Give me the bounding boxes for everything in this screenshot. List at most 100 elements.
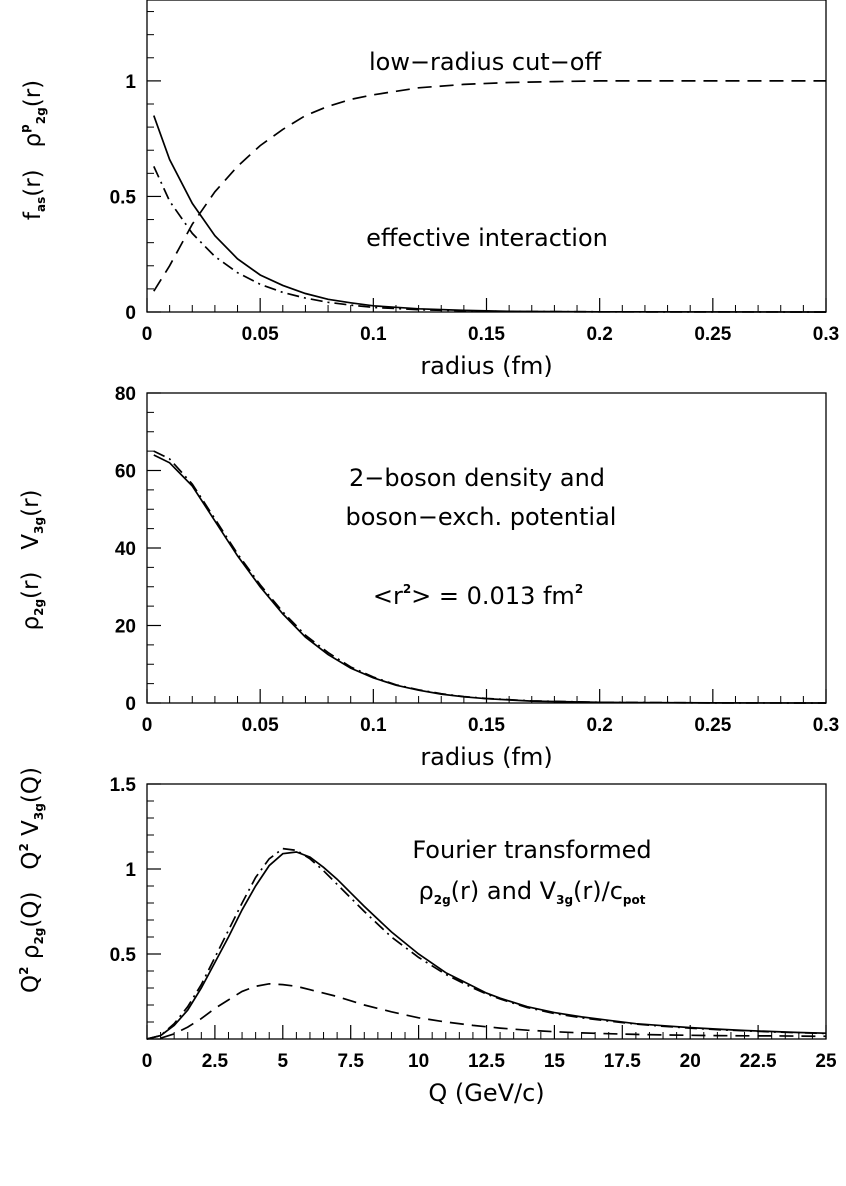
- series-solid-line: [153, 115, 827, 313]
- ylabel-left-arg: (Q): [18, 892, 44, 928]
- ylabel-left-symbol: ρ: [18, 945, 44, 960]
- space: [18, 870, 44, 892]
- x-tick-label: 2.5: [202, 1051, 229, 1072]
- y-tick-label: 0: [125, 694, 136, 715]
- ylabel-left-prefix-sup: 2: [17, 966, 31, 974]
- x-tick-label: 0: [142, 715, 153, 736]
- x-axis-title: radius (fm): [420, 352, 552, 380]
- x-tick-label: 0.05: [242, 324, 279, 345]
- x-tick-label: 7.5: [337, 1051, 364, 1072]
- y-tick-label: 1: [125, 72, 136, 93]
- y-axis-title: Q2 ρ2g(Q) Q2 V3g(Q): [17, 767, 46, 993]
- rms-sup-1: 2: [403, 582, 411, 596]
- ylabel-left-prefix: Q: [18, 975, 44, 993]
- ylabel-right-symbol: V: [18, 534, 44, 550]
- ylabel-right-symbol: ρ: [20, 133, 46, 148]
- x-tick-label: 0.2: [586, 324, 612, 345]
- y-tick-label: 1.5: [110, 775, 137, 796]
- space: [18, 550, 44, 572]
- ylabel-right-sub: 3g: [32, 517, 46, 534]
- panel-3: 0 2.5 5 7.5 10 12.5 15 17.5 20 22.5 25 0.5 1 1.5 Q (Ge…: [110, 775, 837, 1107]
- x-tick-label: 0.15: [468, 715, 505, 736]
- panel-2: 0 0.05 0.1 0.15 0.2 0.25 0.3 0 20 40 60 80 radius (f…: [115, 384, 839, 771]
- ft-rho-sub: 2g: [434, 893, 451, 907]
- x-axis-title: radius (fm): [420, 743, 552, 771]
- y-tick-label: 20: [115, 617, 136, 638]
- x-tick-label: 15: [544, 1051, 566, 1072]
- y-tick-label: 0: [125, 303, 136, 324]
- ylabel-left-arg: (r): [20, 169, 46, 196]
- x-tick-label: 0.25: [694, 324, 731, 345]
- ylabel-left-sub: as: [34, 197, 48, 212]
- x-tick-label: 17.5: [604, 1051, 641, 1072]
- ylabel-right-sub: 2g: [34, 107, 48, 124]
- y-tick-label: 0.5: [110, 187, 137, 208]
- series-dashed-line: [153, 80, 826, 292]
- ylabel-right-arg: (Q): [18, 767, 44, 803]
- annotation-cutoff: low−radius cut−off: [369, 48, 602, 76]
- x-tick-label: 20: [680, 1051, 701, 1072]
- y-axis-title: ρ2g(r) V3g(r): [18, 490, 46, 631]
- rms-middle: > = 0.013 fm: [411, 582, 575, 610]
- annotation-density-line2: boson−exch. potential: [346, 503, 617, 531]
- series-dashed-line: [160, 982, 827, 1040]
- x-tick-label: 0.15: [468, 324, 505, 345]
- ylabel-right-prefix-sup: 2: [17, 843, 31, 851]
- x-tick-label: 0: [142, 1051, 153, 1072]
- x-tick-label: 12.5: [468, 1051, 505, 1072]
- plot-frame: [146, 392, 827, 704]
- x-tick-label: 0.3: [813, 324, 839, 345]
- annotation-fourier-line1: Fourier transformed: [412, 836, 651, 864]
- series-dashdot-line: [146, 847, 827, 1040]
- annotation-rms-radius: <r2> = 0.013 fm2: [373, 582, 583, 610]
- ft-cpot: (r)/c: [573, 877, 623, 905]
- space: [20, 147, 46, 169]
- series-dashdot-line: [153, 450, 827, 704]
- y-tick-label: 0.5: [110, 945, 137, 966]
- y-tick-label: 1: [125, 860, 136, 881]
- y-axis-title: fas(r) ρp2g(r): [18, 80, 48, 220]
- x-tick-label: 0.25: [694, 715, 731, 736]
- ylabel-right-sub: 3g: [32, 803, 46, 820]
- x-tick-label: 0.2: [586, 715, 612, 736]
- space: [18, 836, 44, 843]
- x-tick-label: 22.5: [740, 1051, 777, 1072]
- y-tick-label: 60: [115, 462, 136, 483]
- series-dashdot-line: [153, 166, 827, 313]
- ylabel-right-arg: (r): [18, 490, 44, 517]
- ylabel-left-symbol: ρ: [18, 616, 44, 631]
- x-axis-title: Q (GeV/c): [428, 1079, 544, 1107]
- x-tick-label: 0.3: [813, 715, 839, 736]
- rms-sup-2: 2: [575, 582, 583, 596]
- ft-v-sub: 3g: [556, 893, 573, 907]
- ylabel-left-sub: 2g: [32, 928, 46, 945]
- x-tick-label: 0: [142, 324, 153, 345]
- ylabel-left-sub: 2g: [32, 599, 46, 616]
- y-tick-label: 40: [115, 539, 136, 560]
- x-tick-label: 25: [815, 1051, 837, 1072]
- annotation-density-line1: 2−boson density and: [349, 464, 605, 492]
- ylabel-right-symbol: V: [18, 820, 44, 836]
- series-solid-line: [153, 454, 827, 704]
- x-tick-label: 0.1: [360, 324, 387, 345]
- x-tick-label: 0.1: [360, 715, 387, 736]
- x-tick-label: 5: [278, 1051, 289, 1072]
- ft-rho: ρ: [418, 877, 433, 905]
- ft-cpot-sub: pot: [623, 893, 646, 907]
- rms-left: <r: [373, 582, 403, 610]
- ylabel-right-prefix: Q: [18, 851, 44, 869]
- y-tick-label: 80: [115, 384, 136, 405]
- ylabel-left-symbol: f: [20, 211, 46, 220]
- annotation-fourier-line2: ρ2g(r) and V3g(r)/cpot: [418, 877, 645, 907]
- x-tick-label: 10: [408, 1051, 429, 1072]
- ylabel-right-arg: (r): [20, 80, 46, 107]
- ylabel-right-sup: p: [18, 124, 32, 133]
- x-tick-label: 0.05: [242, 715, 279, 736]
- plot-frame: [146, 783, 827, 1040]
- ft-middle: (r) and V: [451, 877, 557, 905]
- space: [18, 959, 44, 966]
- ylabel-left-arg: (r): [18, 572, 44, 599]
- annotation-effective-interaction: effective interaction: [366, 224, 608, 252]
- panel-1: 0 0.05 0.1 0.15 0.2 0.25 0.3 0 0.5 1 radius (fm): [110, 0, 839, 380]
